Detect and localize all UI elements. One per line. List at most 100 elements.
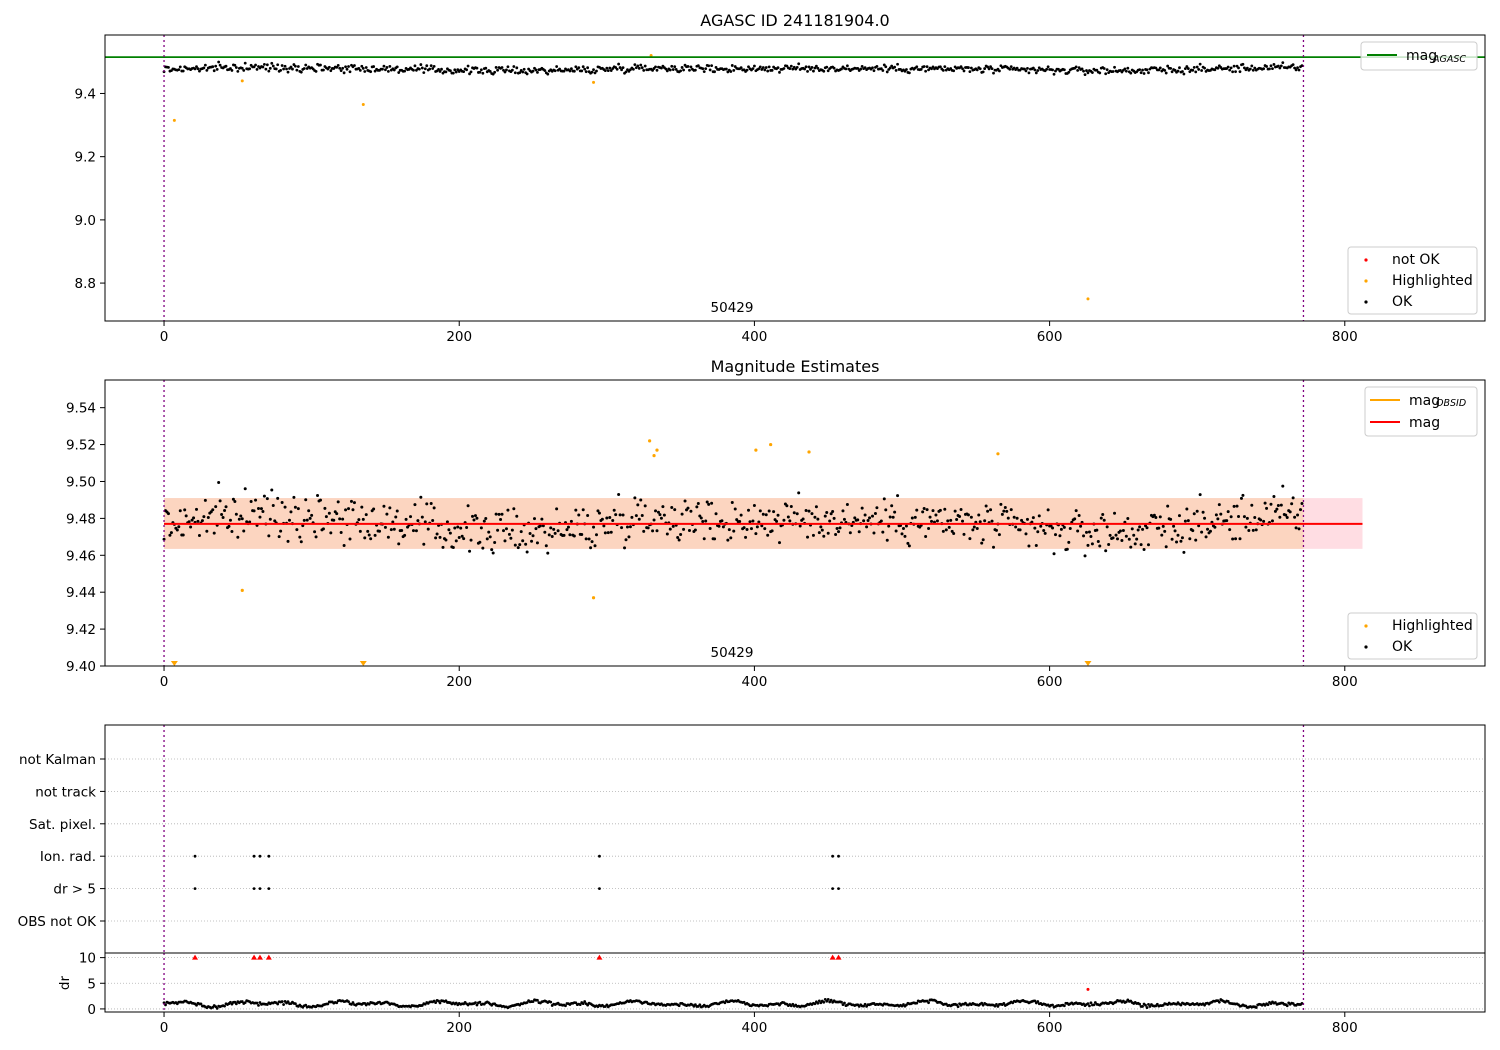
- ok-point: [293, 64, 297, 68]
- clipped-dr-marker: [256, 954, 263, 960]
- dr-point: [1148, 1005, 1152, 1008]
- ok-point: [1132, 533, 1136, 537]
- panel-dr-axes: 0 200 400 600 800 0 5 10: [79, 951, 1358, 1036]
- ok-point: [448, 531, 452, 535]
- legend-label-ok: OK: [1392, 294, 1413, 310]
- x-tick-label: 600: [1037, 1020, 1063, 1036]
- ok-point: [271, 503, 275, 507]
- ok-point: [327, 65, 331, 69]
- dr-point: [282, 1003, 285, 1006]
- ok-point: [795, 65, 799, 69]
- ok-point: [673, 65, 677, 69]
- ok-point: [388, 64, 392, 68]
- panel-dr: 0 200 400 600 800 0 5 10 dr: [57, 951, 1486, 1036]
- ok-point: [639, 63, 643, 67]
- dr-point: [677, 1004, 681, 1008]
- ok-point: [1141, 68, 1144, 72]
- ok-point: [530, 539, 534, 543]
- ok-point: [671, 68, 675, 71]
- ok-point: [981, 70, 985, 74]
- ok-point: [348, 537, 352, 541]
- ok-point: [308, 516, 312, 520]
- ok-point: [1300, 502, 1304, 506]
- ok-point: [1068, 527, 1072, 531]
- ok-point: [1179, 539, 1183, 543]
- ok-point: [831, 510, 835, 514]
- ok-point: [395, 509, 399, 513]
- ok-point: [322, 68, 325, 72]
- ok-point: [299, 540, 303, 544]
- ok-point: [243, 61, 247, 65]
- ok-point: [1089, 534, 1093, 538]
- ok-point: [1232, 504, 1236, 508]
- ok-point: [829, 512, 833, 516]
- ok-point: [1126, 66, 1130, 70]
- ok-point: [724, 67, 728, 71]
- ok-point: [546, 551, 550, 555]
- legend-label-not-ok: not OK: [1392, 252, 1440, 268]
- y-tick-label: 9.42: [66, 622, 96, 638]
- ok-point: [825, 65, 829, 69]
- ok-point: [1087, 530, 1091, 534]
- ok-point: [1244, 525, 1248, 529]
- ok-point: [285, 67, 288, 71]
- ok-point: [420, 66, 424, 70]
- ok-point: [949, 518, 953, 522]
- legend-label-highlighted: Highlighted: [1392, 273, 1473, 289]
- y-tick-label: 9.2: [75, 150, 96, 166]
- ok-point: [748, 520, 752, 524]
- ok-point: [1012, 515, 1016, 519]
- ok-point: [403, 533, 407, 537]
- ok-point: [242, 68, 246, 72]
- ok-point: [999, 502, 1003, 506]
- ok-point: [624, 538, 628, 542]
- ok-point: [1181, 70, 1184, 73]
- legend-box: [1360, 41, 1478, 71]
- ok-point: [1164, 545, 1168, 549]
- ok-point: [871, 66, 874, 70]
- ok-point: [231, 497, 235, 501]
- dr-point: [475, 1003, 479, 1007]
- ok-point: [751, 519, 755, 523]
- ok-point: [1232, 64, 1236, 68]
- flag-row-label: Ion. rad.: [40, 849, 96, 865]
- ok-point: [562, 533, 566, 537]
- y-tick-label: 9.40: [66, 659, 96, 675]
- dr-point: [1089, 1001, 1093, 1005]
- ok-point: [336, 63, 340, 67]
- ok-point: [1031, 516, 1035, 520]
- ok-point: [383, 525, 387, 529]
- ok-point: [1042, 528, 1046, 532]
- ok-point: [414, 529, 418, 533]
- ok-point: [1037, 514, 1041, 518]
- ok-point: [900, 532, 904, 536]
- ok-point: [792, 65, 796, 69]
- ok-point: [1191, 529, 1195, 533]
- ok-point: [819, 525, 823, 529]
- ok-point: [349, 499, 353, 503]
- ok-point: [1015, 66, 1019, 70]
- ok-point: [822, 534, 826, 538]
- ok-point: [1095, 68, 1099, 72]
- ok-point: [817, 531, 821, 535]
- ok-point: [630, 515, 634, 519]
- ok-point: [224, 505, 228, 509]
- ok-point: [558, 67, 561, 71]
- ok-point: [329, 531, 333, 535]
- ok-point: [713, 70, 716, 74]
- ok-point: [531, 69, 535, 73]
- ok-point: [314, 69, 318, 73]
- ok-point: [820, 528, 824, 532]
- dr-point: [1086, 1002, 1090, 1006]
- ok-point: [845, 64, 849, 68]
- ok-point: [888, 66, 892, 70]
- ok-point: [893, 510, 897, 514]
- panel-magnitude-line-legend: mag OBSID mag: [1364, 386, 1478, 437]
- ok-point: [763, 527, 767, 531]
- ok-point: [521, 70, 525, 74]
- ok-point: [1186, 67, 1190, 70]
- ok-point: [707, 502, 711, 506]
- ok-point: [786, 515, 790, 519]
- dr-point: [822, 1000, 826, 1004]
- ok-point: [618, 66, 622, 69]
